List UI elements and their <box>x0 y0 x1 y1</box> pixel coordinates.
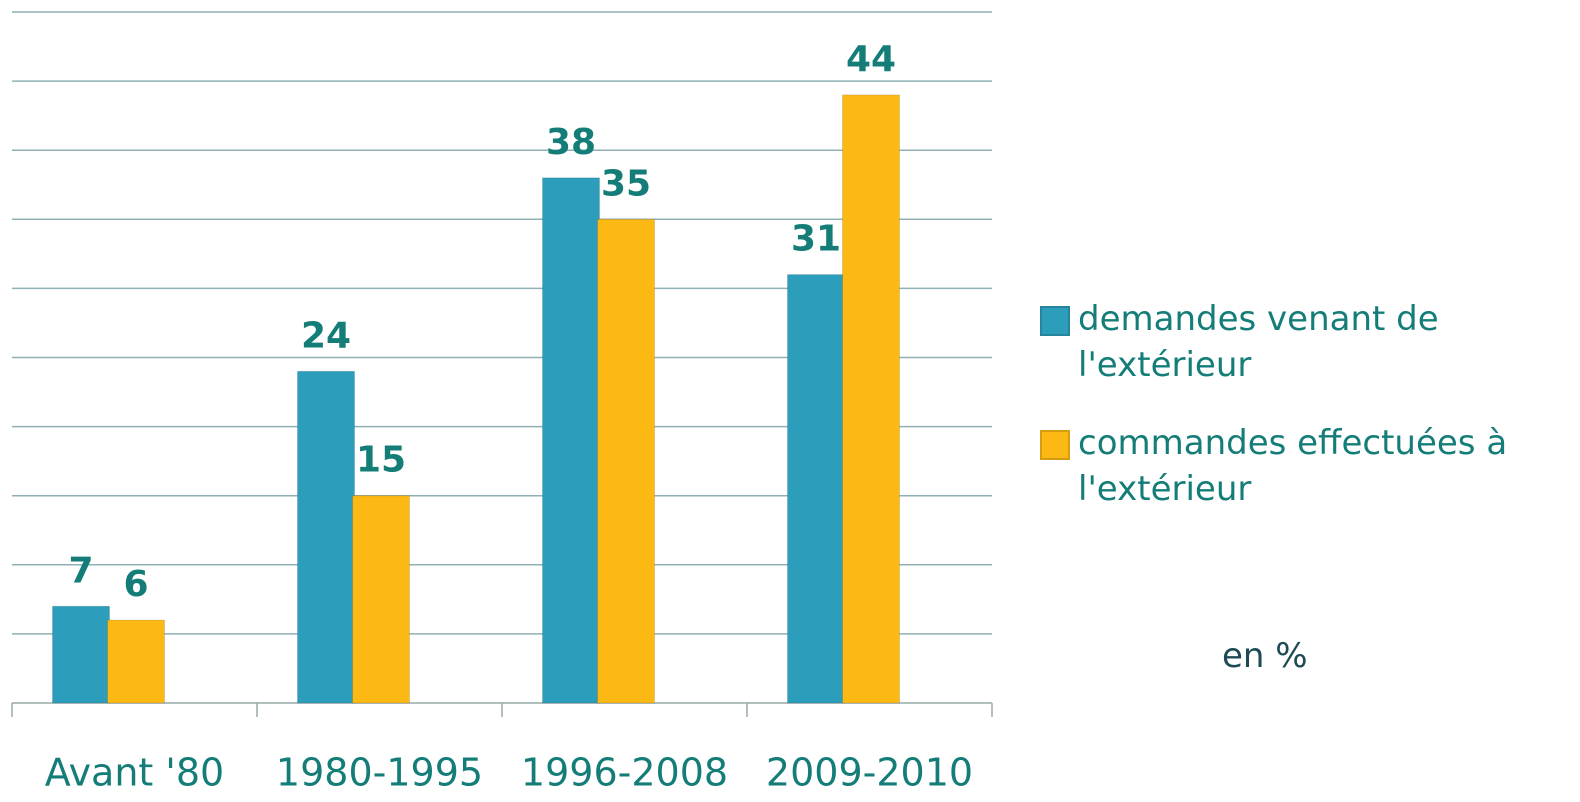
bar <box>352 495 410 704</box>
data-label: 15 <box>356 440 406 481</box>
x-tick-label: 1996-2008 <box>521 751 728 795</box>
bar <box>787 274 845 704</box>
legend-item: commandes effectuées à l'extérieur <box>1040 420 1560 512</box>
x-tick-label: 2009-2010 <box>766 751 973 795</box>
unit-note: en % <box>1222 636 1308 676</box>
legend-item: demandes venant de l'extérieur <box>1040 296 1560 388</box>
data-label: 38 <box>546 122 596 163</box>
legend-swatch <box>1040 306 1070 336</box>
bar <box>542 177 600 704</box>
data-label: 44 <box>846 39 896 80</box>
bar <box>107 619 165 704</box>
x-tick-label: Avant '80 <box>45 751 224 795</box>
bar <box>842 94 900 704</box>
bar <box>597 218 655 704</box>
data-label: 35 <box>601 163 651 204</box>
bar <box>297 370 355 704</box>
x-tick-label: 1980-1995 <box>276 751 483 795</box>
bar <box>52 605 110 704</box>
data-label: 24 <box>301 315 351 356</box>
legend-label: demandes venant de l'extérieur <box>1078 299 1439 385</box>
legend-label: commandes effectuées à l'extérieur <box>1078 423 1508 509</box>
data-label: 7 <box>68 550 93 591</box>
data-label: 6 <box>123 564 148 605</box>
legend-swatch <box>1040 430 1070 460</box>
data-label: 31 <box>791 219 841 260</box>
